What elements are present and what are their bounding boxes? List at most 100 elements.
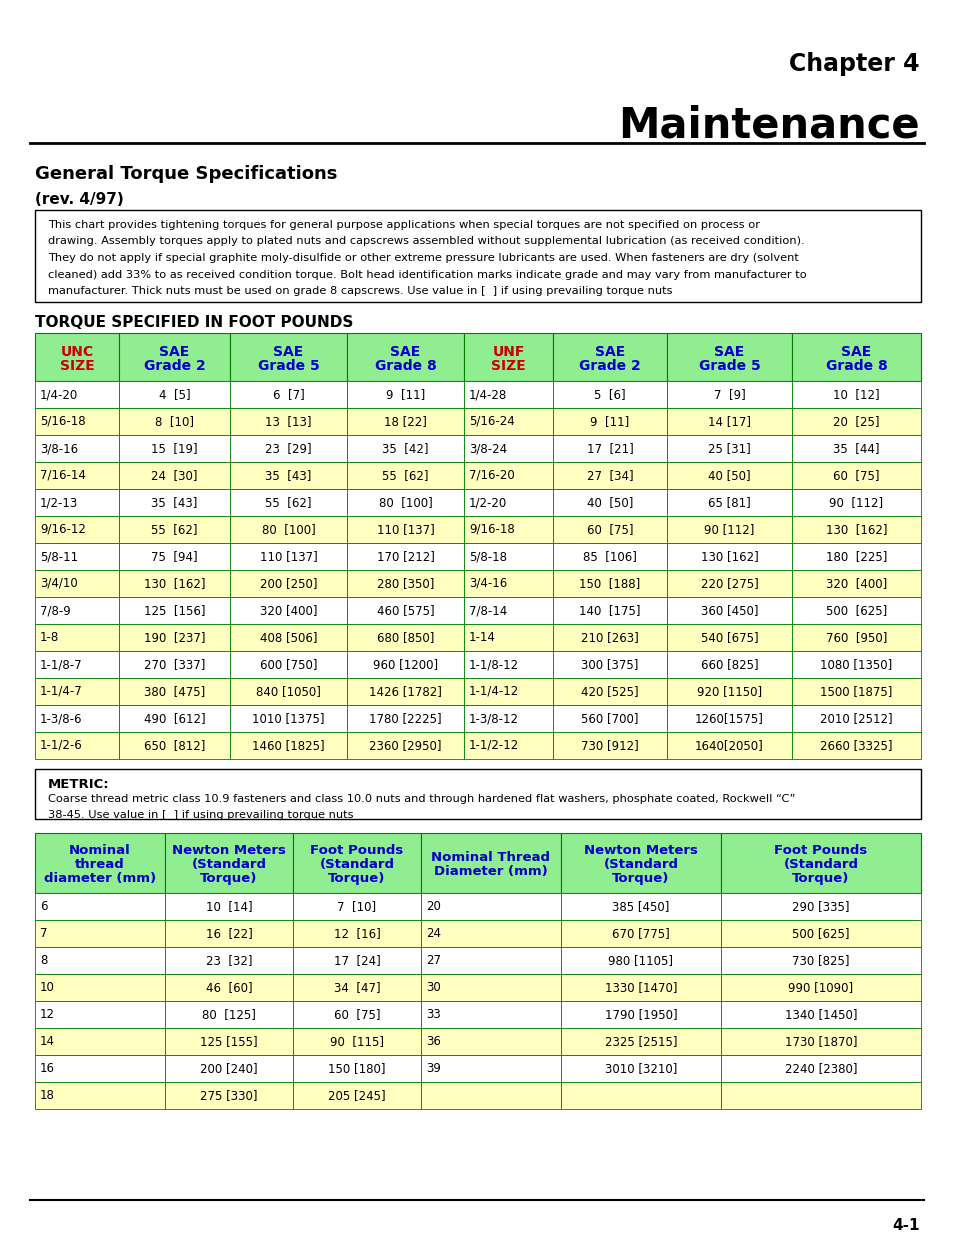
Text: 4  [5]: 4 [5] bbox=[158, 388, 190, 401]
Bar bbox=[560, 974, 720, 1002]
Text: 12: 12 bbox=[40, 1008, 55, 1021]
Bar bbox=[35, 678, 119, 705]
Text: TORQUE SPECIFIED IN FOOT POUNDS: TORQUE SPECIFIED IN FOOT POUNDS bbox=[35, 315, 353, 330]
Bar bbox=[35, 1055, 165, 1082]
Text: 320  [400]: 320 [400] bbox=[825, 577, 886, 590]
Text: 7  [10]: 7 [10] bbox=[337, 900, 376, 913]
Text: Torque): Torque) bbox=[612, 872, 669, 885]
Bar bbox=[560, 893, 720, 920]
Text: 55  [62]: 55 [62] bbox=[152, 522, 197, 536]
Bar bbox=[553, 333, 666, 382]
Text: 55  [62]: 55 [62] bbox=[382, 469, 428, 482]
Text: 18 [22]: 18 [22] bbox=[384, 415, 427, 429]
Bar bbox=[463, 435, 553, 462]
Bar bbox=[119, 408, 230, 435]
Bar bbox=[35, 1002, 165, 1028]
Text: 27: 27 bbox=[426, 953, 440, 967]
Bar bbox=[463, 516, 553, 543]
Text: 24: 24 bbox=[426, 927, 440, 940]
Text: 13  [13]: 13 [13] bbox=[265, 415, 312, 429]
Text: 840 [1050]: 840 [1050] bbox=[255, 685, 320, 698]
Bar bbox=[165, 1002, 293, 1028]
Text: 9  [11]: 9 [11] bbox=[590, 415, 629, 429]
Bar bbox=[35, 435, 119, 462]
Bar bbox=[35, 947, 165, 974]
Text: 40  [50]: 40 [50] bbox=[586, 496, 633, 509]
Text: Coarse thread metric class 10.9 fasteners and class 10.0 nuts and through harden: Coarse thread metric class 10.9 fastener… bbox=[48, 794, 795, 804]
Bar bbox=[230, 408, 347, 435]
Text: 7/16-20: 7/16-20 bbox=[469, 469, 515, 482]
Text: SAE: SAE bbox=[841, 345, 871, 359]
Text: 920 [1150]: 920 [1150] bbox=[697, 685, 761, 698]
Bar bbox=[347, 408, 463, 435]
Text: 200 [240]: 200 [240] bbox=[200, 1062, 257, 1074]
Text: 385 [450]: 385 [450] bbox=[612, 900, 669, 913]
Bar bbox=[35, 769, 920, 819]
Text: 3/8-24: 3/8-24 bbox=[469, 442, 507, 454]
Text: 1/4-20: 1/4-20 bbox=[40, 388, 78, 401]
Bar bbox=[463, 543, 553, 571]
Text: 16  [22]: 16 [22] bbox=[206, 927, 253, 940]
Text: 300 [375]: 300 [375] bbox=[580, 658, 638, 671]
Text: thread: thread bbox=[75, 858, 125, 871]
Text: 35  [43]: 35 [43] bbox=[265, 469, 312, 482]
Bar bbox=[35, 893, 165, 920]
Bar bbox=[553, 571, 666, 597]
Bar bbox=[553, 678, 666, 705]
Text: 35  [42]: 35 [42] bbox=[382, 442, 428, 454]
Bar bbox=[560, 920, 720, 947]
Text: 1260[1575]: 1260[1575] bbox=[695, 713, 763, 725]
Text: 1-1/8-12: 1-1/8-12 bbox=[469, 658, 518, 671]
Text: (Standard: (Standard bbox=[782, 858, 858, 871]
Text: 1460 [1825]: 1460 [1825] bbox=[252, 739, 324, 752]
Bar bbox=[666, 597, 791, 624]
Text: 55  [62]: 55 [62] bbox=[265, 496, 312, 509]
Bar bbox=[230, 732, 347, 760]
Text: 20  [25]: 20 [25] bbox=[832, 415, 879, 429]
Text: SAE: SAE bbox=[274, 345, 303, 359]
Text: 150 [180]: 150 [180] bbox=[328, 1062, 385, 1074]
Text: They do not apply if special graphite moly-disulfide or other extreme pressure l: They do not apply if special graphite mo… bbox=[48, 253, 798, 263]
Bar bbox=[35, 462, 119, 489]
Text: Grade 2: Grade 2 bbox=[578, 359, 640, 373]
Text: 730 [825]: 730 [825] bbox=[791, 953, 849, 967]
Text: 16: 16 bbox=[40, 1062, 55, 1074]
Bar bbox=[463, 462, 553, 489]
Bar bbox=[791, 516, 920, 543]
Text: 460 [575]: 460 [575] bbox=[376, 604, 434, 618]
Text: 80  [100]: 80 [100] bbox=[378, 496, 432, 509]
Text: 25 [31]: 25 [31] bbox=[707, 442, 750, 454]
Text: 730 [912]: 730 [912] bbox=[580, 739, 639, 752]
Bar bbox=[165, 832, 293, 893]
Bar bbox=[420, 832, 560, 893]
Text: 680 [850]: 680 [850] bbox=[376, 631, 434, 643]
Text: Torque): Torque) bbox=[328, 872, 385, 885]
Text: 1010 [1375]: 1010 [1375] bbox=[252, 713, 324, 725]
Bar bbox=[666, 462, 791, 489]
Text: 5/8-18: 5/8-18 bbox=[469, 550, 506, 563]
Bar bbox=[791, 571, 920, 597]
Bar bbox=[35, 974, 165, 1002]
Text: Grade 5: Grade 5 bbox=[698, 359, 760, 373]
Bar bbox=[230, 624, 347, 651]
Text: Grade 5: Grade 5 bbox=[257, 359, 319, 373]
Bar bbox=[35, 1028, 165, 1055]
Text: 1/4-28: 1/4-28 bbox=[469, 388, 507, 401]
Text: 6: 6 bbox=[40, 900, 48, 913]
Bar bbox=[230, 571, 347, 597]
Bar bbox=[35, 210, 920, 303]
Bar bbox=[293, 974, 420, 1002]
Text: 210 [263]: 210 [263] bbox=[580, 631, 639, 643]
Bar bbox=[119, 705, 230, 732]
Bar bbox=[720, 1055, 920, 1082]
Text: 110 [137]: 110 [137] bbox=[376, 522, 434, 536]
Bar bbox=[666, 705, 791, 732]
Text: Maintenance: Maintenance bbox=[618, 105, 919, 147]
Text: 10  [12]: 10 [12] bbox=[832, 388, 879, 401]
Text: 1-3/8-6: 1-3/8-6 bbox=[40, 713, 82, 725]
Text: 110 [137]: 110 [137] bbox=[259, 550, 317, 563]
Bar bbox=[420, 1028, 560, 1055]
Text: 1-1/4-12: 1-1/4-12 bbox=[469, 685, 518, 698]
Bar bbox=[119, 651, 230, 678]
Text: 14 [17]: 14 [17] bbox=[707, 415, 750, 429]
